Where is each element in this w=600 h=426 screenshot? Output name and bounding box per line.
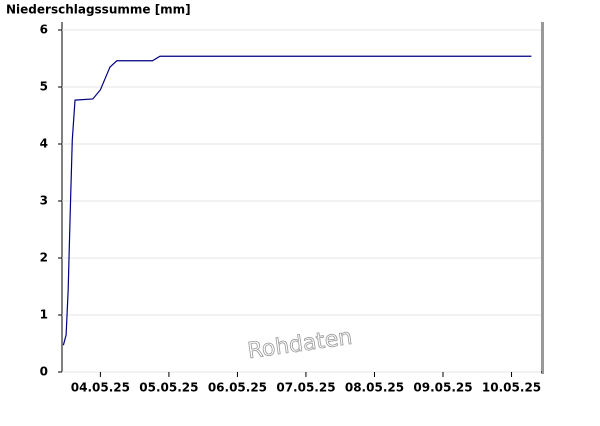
x-tick-label: 05.05.25 [139,381,198,395]
x-tick-label: 09.05.25 [413,381,472,395]
axis-title: Niederschlagssumme [mm] [6,3,191,17]
y-tick-label: 1 [40,308,48,322]
plot-border [541,22,544,374]
y-tick-label: 6 [40,23,48,37]
x-tick-label: 04.05.25 [71,381,130,395]
y-tick-label: 4 [40,137,48,151]
y-tick-label: 2 [40,251,48,265]
y-tick-label: 0 [40,365,48,379]
x-tick-label: 08.05.25 [345,381,404,395]
y-tick-label: 5 [40,80,48,94]
watermark: Rohdaten [246,325,354,364]
x-tick-label: 06.05.25 [208,381,267,395]
x-tick-label: 07.05.25 [276,381,335,395]
x-tick-label: 10.05.25 [482,381,541,395]
line [62,55,532,346]
y-tick-label: 3 [40,194,48,208]
